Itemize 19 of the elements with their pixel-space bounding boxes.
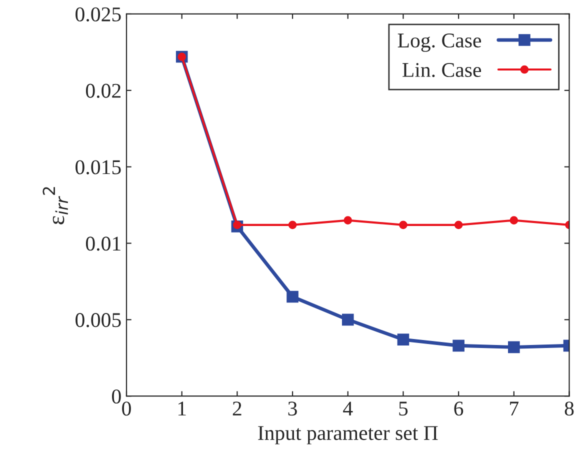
x-tick-label: 1 [178, 402, 186, 416]
y-tick-label: 0.025 [76, 7, 121, 22]
x-tick-label: 6 [454, 402, 464, 416]
y-tick-label: 0.01 [86, 236, 120, 251]
y-tick-label: 0.02 [86, 84, 120, 98]
x-tick-label: 2 [232, 402, 242, 416]
x-tick-label: 8 [564, 402, 574, 416]
x-tick-label: 3 [288, 402, 297, 416]
y-tick-label: 0.015 [76, 160, 121, 174]
x-tick-label: 4 [343, 402, 353, 416]
legend-label: Lin. Case [402, 63, 482, 78]
x-tick-label: 7 [510, 402, 519, 416]
y-tick-label: 0 [112, 389, 121, 404]
y-axis-title: ε$_{irr}$$^{2}$ [42, 187, 68, 224]
x-tick-label: 5 [399, 402, 408, 416]
legend-label: Log. Case [398, 34, 482, 52]
x-tick-label: 0 [122, 402, 131, 416]
y-tick-label: 0.005 [76, 313, 121, 328]
x-axis-title: Input parameter set Π [258, 426, 438, 444]
